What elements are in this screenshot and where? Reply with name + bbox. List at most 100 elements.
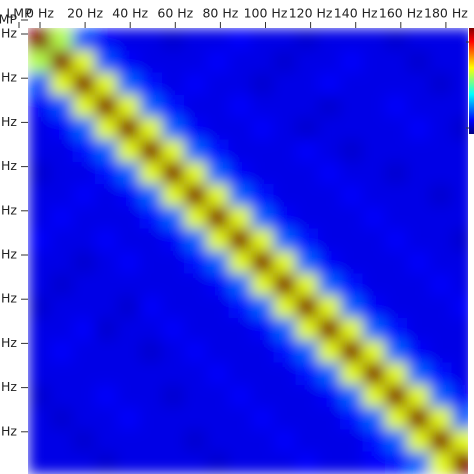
heatmap-cell — [407, 251, 430, 274]
heatmap-cell — [228, 340, 252, 364]
heatmap-cell — [50, 317, 74, 341]
heatmap-cell — [72, 451, 96, 474]
heatmap-cell — [384, 451, 408, 474]
heatmap-cell — [161, 384, 185, 408]
heatmap-cell — [28, 407, 51, 430]
heatmap-cell — [251, 139, 274, 163]
heatmap-cell — [161, 295, 185, 319]
heatmap-cell — [50, 251, 74, 274]
heatmap-cell — [407, 139, 430, 163]
heatmap-cell — [117, 228, 141, 252]
heatmap-cell — [384, 94, 408, 118]
heatmap-cell — [184, 117, 207, 141]
heatmap-cell — [184, 362, 207, 386]
heatmap-cell — [407, 117, 430, 141]
heatmap-cell — [317, 340, 341, 364]
heatmap-cell — [72, 50, 96, 74]
heatmap-cell — [139, 451, 163, 474]
heatmap-cell — [94, 273, 118, 297]
heatmap-cell — [407, 206, 430, 230]
heatmap-cell — [161, 117, 185, 141]
heatmap-cell — [228, 451, 252, 474]
heatmap-cell — [273, 184, 297, 207]
heatmap-cell — [161, 228, 185, 252]
heatmap-cell — [94, 295, 118, 319]
heatmap-cell — [206, 340, 230, 364]
heatmap-cell — [72, 384, 96, 408]
heatmap-cell — [273, 28, 297, 51]
heatmap-cell — [362, 295, 386, 319]
heatmap-cell — [384, 72, 408, 96]
heatmap-cell — [384, 273, 408, 297]
heatmap-cell — [139, 117, 163, 141]
heatmap-cell — [295, 139, 319, 163]
heatmap-cell — [295, 50, 319, 74]
heatmap-cell — [251, 94, 274, 118]
heatmap-cell — [295, 206, 319, 230]
heatmap-cell — [50, 206, 74, 230]
heatmap-cell — [228, 251, 252, 274]
heatmap-cell — [72, 228, 96, 252]
heatmap-cell — [117, 429, 141, 453]
heatmap-cell — [139, 50, 163, 74]
heatmap-cell — [94, 206, 118, 230]
heatmap-cell — [340, 273, 364, 297]
heatmap-cell — [251, 50, 274, 74]
heatmap-cell — [28, 340, 51, 364]
heatmap-cell — [184, 429, 207, 453]
heatmap-cell — [340, 228, 364, 252]
heatmap-cell — [340, 251, 364, 274]
heatmap-cell — [94, 28, 118, 51]
heatmap-cell — [161, 429, 185, 453]
heatmap-cell — [28, 384, 51, 408]
heatmap-cell — [317, 28, 341, 51]
heatmap-cell — [340, 161, 364, 185]
heatmap-cell — [28, 251, 51, 274]
heatmap-cell — [28, 206, 51, 230]
heatmap-cell — [362, 50, 386, 74]
heatmap-cell — [295, 228, 319, 252]
heatmap-cell — [384, 139, 408, 163]
heatmap-cell — [384, 117, 408, 141]
heatmap-cell — [50, 340, 74, 364]
heatmap-cell — [340, 429, 364, 453]
y-tick-label: 180 Hz — [0, 423, 17, 438]
heatmap-cell — [317, 451, 341, 474]
heatmap-cell — [295, 94, 319, 118]
heatmap-cell — [384, 251, 408, 274]
heatmap-cell — [50, 50, 74, 74]
heatmap-cell — [317, 72, 341, 96]
heatmap-cell — [451, 251, 468, 274]
heatmap-cell — [184, 139, 207, 163]
heatmap-cell — [117, 362, 141, 386]
heatmap-cell — [206, 384, 230, 408]
heatmap-cell — [340, 184, 364, 207]
heatmap-cell — [451, 161, 468, 185]
heatmap-cell — [161, 273, 185, 297]
heatmap-cell — [429, 94, 453, 118]
heatmap-cell — [228, 117, 252, 141]
heatmap-cell — [251, 362, 274, 386]
heatmap-cell — [94, 72, 118, 96]
heatmap-cell — [28, 28, 51, 51]
heatmap-cell — [72, 28, 96, 51]
heatmap-cell — [407, 429, 430, 453]
heatmap-cell — [117, 273, 141, 297]
heatmap-cell — [184, 407, 207, 430]
heatmap-cell — [451, 139, 468, 163]
heatmap-cell — [94, 251, 118, 274]
heatmap-cell — [317, 228, 341, 252]
x-tick-label: 180 Hz — [424, 6, 468, 21]
heatmap-cell — [340, 362, 364, 386]
heatmap-cell — [295, 451, 319, 474]
heatmap-cell — [184, 50, 207, 74]
heatmap-cell — [451, 94, 468, 118]
heatmap-cell — [50, 273, 74, 297]
heatmap-cell — [429, 251, 453, 274]
heatmap-cell — [228, 28, 252, 51]
heatmap-cell — [340, 317, 364, 341]
heatmap-cell — [139, 340, 163, 364]
heatmap-cell — [451, 384, 468, 408]
heatmap-cell — [94, 429, 118, 453]
heatmap-cell — [384, 228, 408, 252]
